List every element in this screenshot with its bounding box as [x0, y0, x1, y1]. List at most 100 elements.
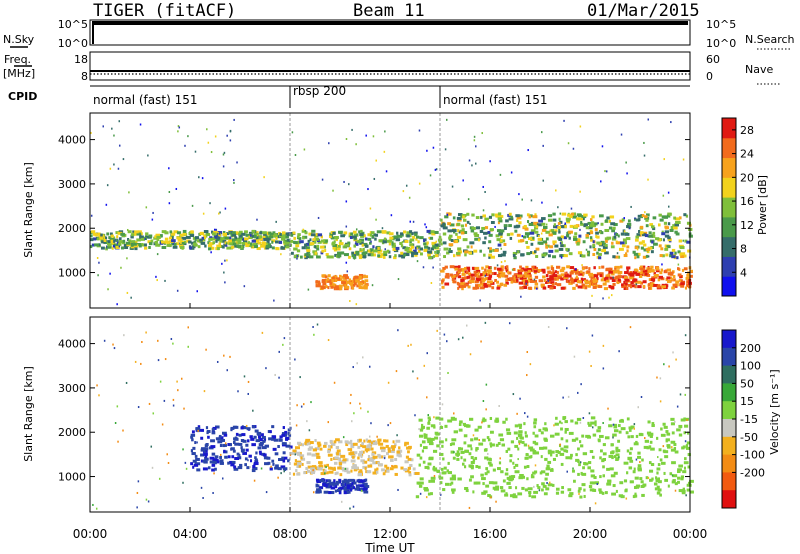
power-cell: [624, 241, 628, 245]
power-cell: [248, 235, 253, 239]
velocity-cell: [506, 481, 511, 485]
power-cell: [434, 168, 437, 171]
power-cell: [432, 146, 435, 149]
velocity-cell: [351, 466, 355, 470]
power-cell: [674, 251, 677, 255]
velocity-cell: [150, 445, 153, 448]
power-cell: [493, 272, 497, 276]
power-cell: [642, 255, 647, 259]
power-cell: [100, 246, 105, 250]
power-cell: [609, 219, 611, 222]
power-cell: [667, 238, 672, 242]
velocity-cell: [473, 481, 478, 485]
power-cell: [568, 230, 573, 234]
velocity-cell: [508, 322, 511, 325]
power-cell: [505, 269, 509, 273]
velocity-cell: [152, 412, 155, 415]
power-cell: [241, 237, 246, 241]
velocity-cell: [559, 452, 565, 456]
power-cell: [329, 281, 333, 285]
velocity-cell: [647, 476, 650, 479]
velocity-cell: [629, 459, 634, 463]
power-cell: [130, 243, 136, 247]
power-cell: [344, 285, 350, 289]
power-cell: [667, 222, 671, 226]
velocity-cell: [590, 421, 595, 425]
power-cell: [279, 232, 282, 236]
power-cell: [435, 240, 438, 243]
power-cell: [448, 250, 453, 254]
velocity-cell: [215, 425, 220, 429]
velocity-cell: [590, 365, 592, 368]
velocity-cell: [522, 475, 526, 479]
velocity-cell: [423, 487, 429, 491]
power-cell: [419, 236, 424, 240]
power-cell: [382, 253, 388, 257]
power-cell: [424, 223, 426, 226]
velocity-cell: [260, 467, 263, 470]
power-cell: [565, 234, 570, 238]
power-colorbar-tick-label: 20: [740, 171, 754, 184]
velocity-cell: [336, 471, 339, 475]
velocity-cell: [481, 421, 483, 424]
velocity-cell: [255, 451, 258, 455]
velocity-cell: [421, 423, 424, 427]
power-cell: [577, 251, 582, 255]
power-cell: [324, 275, 328, 279]
velocity-cell: [588, 350, 591, 353]
power-cell: [316, 255, 321, 259]
power-cell: [354, 275, 359, 279]
power-cell: [235, 238, 240, 242]
power-cell: [588, 267, 591, 271]
power-cell: [598, 285, 603, 289]
power-cell: [402, 190, 405, 193]
velocity-cell: [232, 449, 236, 453]
power-cell: [646, 273, 651, 277]
velocity-cell: [163, 399, 166, 402]
power-cell: [457, 268, 462, 272]
velocity-cell: [261, 435, 266, 439]
velocity-cell: [259, 441, 264, 445]
power-cell: [220, 237, 225, 241]
power-cell: [488, 280, 493, 284]
velocity-cell: [200, 428, 205, 432]
power-cell: [585, 248, 588, 251]
power-cell: [480, 215, 483, 219]
velocity-cell: [633, 467, 636, 471]
x-tick-label: 16:00: [473, 527, 508, 541]
power-cell: [147, 154, 149, 157]
power-cell: [187, 135, 189, 138]
velocity-cell: [353, 412, 355, 415]
velocity-cell: [557, 450, 561, 454]
power-cell: [592, 243, 596, 247]
velocity-cell: [122, 429, 124, 432]
power-cell: [524, 280, 529, 284]
power-cell: [576, 280, 582, 284]
power-cell: [596, 235, 600, 239]
velocity-cell: [674, 489, 677, 492]
power-cell: [577, 238, 581, 242]
velocity-cell: [485, 408, 487, 411]
power-cell: [686, 283, 690, 287]
velocity-cell: [564, 430, 567, 434]
power-cell: [545, 274, 549, 278]
velocity-cell: [391, 447, 395, 451]
power-cell: [512, 254, 516, 258]
velocity-cell: [523, 422, 526, 426]
velocity-cell: [258, 443, 264, 447]
velocity-cell: [224, 455, 228, 459]
power-cell: [336, 245, 341, 249]
velocity-cell: [568, 431, 574, 435]
power-cell: [221, 239, 227, 243]
velocity-cell: [176, 380, 178, 383]
velocity-cell: [330, 442, 336, 446]
velocity-cell: [284, 433, 288, 437]
velocity-cell: [386, 469, 390, 473]
velocity-cell: [342, 458, 347, 462]
velocity-cell: [430, 437, 435, 441]
velocity-cell: [519, 435, 523, 439]
power-cell: [556, 283, 562, 287]
velocity-cell: [625, 497, 628, 500]
velocity-cell: [260, 433, 264, 437]
velocity-cell: [549, 450, 555, 454]
